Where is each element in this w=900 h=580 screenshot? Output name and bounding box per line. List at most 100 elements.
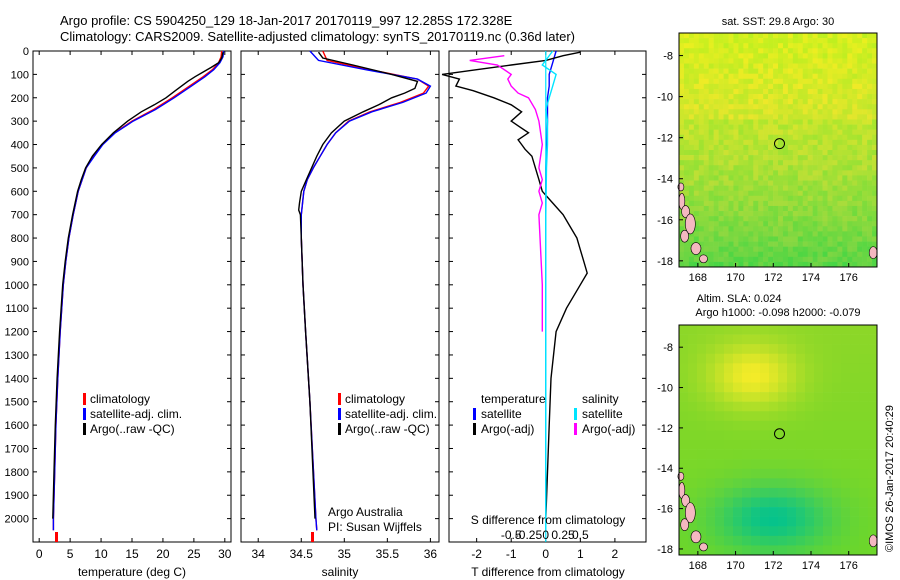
heatmap-cell xyxy=(758,119,764,125)
heatmap-cell xyxy=(872,33,878,39)
heatmap-cell xyxy=(748,251,754,258)
land-shape xyxy=(868,246,878,259)
heatmap-cell xyxy=(778,535,788,546)
heatmap-cell xyxy=(832,99,838,105)
heatmap-cell xyxy=(768,221,774,227)
heatmap-cell xyxy=(822,144,828,151)
heatmap-cell xyxy=(827,205,833,212)
heatmap-cell xyxy=(753,160,759,166)
heatmap-cell xyxy=(703,73,709,80)
sst-map-panel: sat. SST: 29.8 Argo: 30 168 170 172 174 176-… xyxy=(657,16,878,284)
heatmap-cell xyxy=(715,516,725,527)
heatmap-cell xyxy=(832,382,842,393)
heatmap-cell xyxy=(842,200,848,207)
heatmap-cell xyxy=(796,545,806,556)
heatmap-cell xyxy=(857,48,863,54)
heatmap-cell xyxy=(872,200,878,207)
heatmap-cell xyxy=(688,545,698,556)
heatmap-cell xyxy=(823,516,833,527)
heatmap-cell xyxy=(679,430,689,441)
heatmap-cell xyxy=(683,109,690,115)
heatmap-cell xyxy=(787,251,794,258)
heatmap-cell xyxy=(688,134,695,141)
heatmap-cell xyxy=(683,256,690,263)
heatmap-cell xyxy=(738,119,744,125)
heatmap-cell xyxy=(867,231,873,237)
heatmap-cell xyxy=(763,114,769,120)
heatmap-cell xyxy=(768,170,774,176)
heatmap-cell xyxy=(857,160,863,166)
depth-tick-label: 1900 xyxy=(5,490,29,502)
heatmap-cell xyxy=(738,216,744,222)
heatmap-cell xyxy=(688,160,695,166)
heatmap-cell xyxy=(728,78,734,85)
heatmap-cell xyxy=(758,211,764,217)
heatmap-cell xyxy=(832,185,838,191)
heatmap-cell xyxy=(683,73,690,80)
heatmap-cell xyxy=(782,160,789,166)
heatmap-cell xyxy=(758,139,764,146)
heatmap-cell xyxy=(872,83,878,90)
heatmap-cell xyxy=(713,185,719,191)
heatmap-cell xyxy=(763,170,769,176)
heatmap-cell xyxy=(792,226,799,232)
heatmap-cell xyxy=(778,344,788,355)
heatmap-cell xyxy=(832,251,838,258)
heatmap-cell xyxy=(753,63,759,69)
heatmap-cell xyxy=(768,144,774,151)
heatmap-cell xyxy=(823,344,833,355)
heatmap-cell xyxy=(792,78,799,85)
heatmap-cell xyxy=(868,516,878,527)
heatmap-cell xyxy=(738,261,744,268)
heatmap-cell xyxy=(832,104,838,110)
heatmap-cell xyxy=(758,48,764,54)
heatmap-cell xyxy=(758,150,764,156)
heatmap-cell xyxy=(743,139,749,146)
heatmap-cell xyxy=(807,155,813,161)
heatmap-cell xyxy=(823,535,833,546)
heatmap-cell xyxy=(723,185,729,191)
heatmap-cell xyxy=(708,165,714,171)
heatmap-cell xyxy=(837,261,843,268)
heatmap-cell xyxy=(812,160,818,166)
heatmap-cell xyxy=(728,99,734,105)
heatmap-cell xyxy=(867,144,873,151)
heatmap-cell xyxy=(862,104,868,110)
heatmap-cell xyxy=(787,53,794,59)
heatmap-cell xyxy=(703,150,709,156)
heatmap-cell xyxy=(778,185,784,191)
heatmap-cell xyxy=(723,83,729,90)
heatmap-cell xyxy=(827,134,833,141)
heatmap-cell xyxy=(792,104,799,110)
heatmap-cell xyxy=(698,78,705,85)
heatmap-cell xyxy=(787,216,794,222)
heatmap-cell xyxy=(763,139,769,146)
heatmap-cell xyxy=(688,430,698,441)
heatmap-cell xyxy=(748,261,754,268)
heatmap-cell xyxy=(859,440,869,450)
heatmap-cell xyxy=(782,73,789,80)
heatmap-cell xyxy=(841,535,851,546)
heatmap-cell xyxy=(847,241,853,247)
heatmap-cell xyxy=(827,185,833,191)
heatmap-cell xyxy=(708,205,714,212)
heatmap-cell xyxy=(827,175,833,181)
heatmap-cell xyxy=(723,99,729,105)
heatmap-cell xyxy=(693,144,700,151)
heatmap-cell xyxy=(812,33,818,39)
heatmap-cell xyxy=(713,155,719,161)
heatmap-cell xyxy=(748,221,754,227)
heatmap-cell xyxy=(802,160,808,166)
heatmap-cell xyxy=(679,109,685,115)
sst-map-title: sat. SST: 29.8 Argo: 30 xyxy=(722,16,835,28)
heatmap-cell xyxy=(688,468,698,479)
heatmap-cell xyxy=(867,226,873,232)
heatmap-cell xyxy=(733,487,743,498)
heatmap-cell xyxy=(738,38,744,44)
heatmap-cell xyxy=(817,119,823,125)
heatmap-cell xyxy=(842,180,848,186)
heatmap-cell xyxy=(679,78,685,85)
heatmap-cell xyxy=(738,109,744,115)
heatmap-cell xyxy=(814,440,824,450)
heatmap-cell xyxy=(792,221,799,227)
